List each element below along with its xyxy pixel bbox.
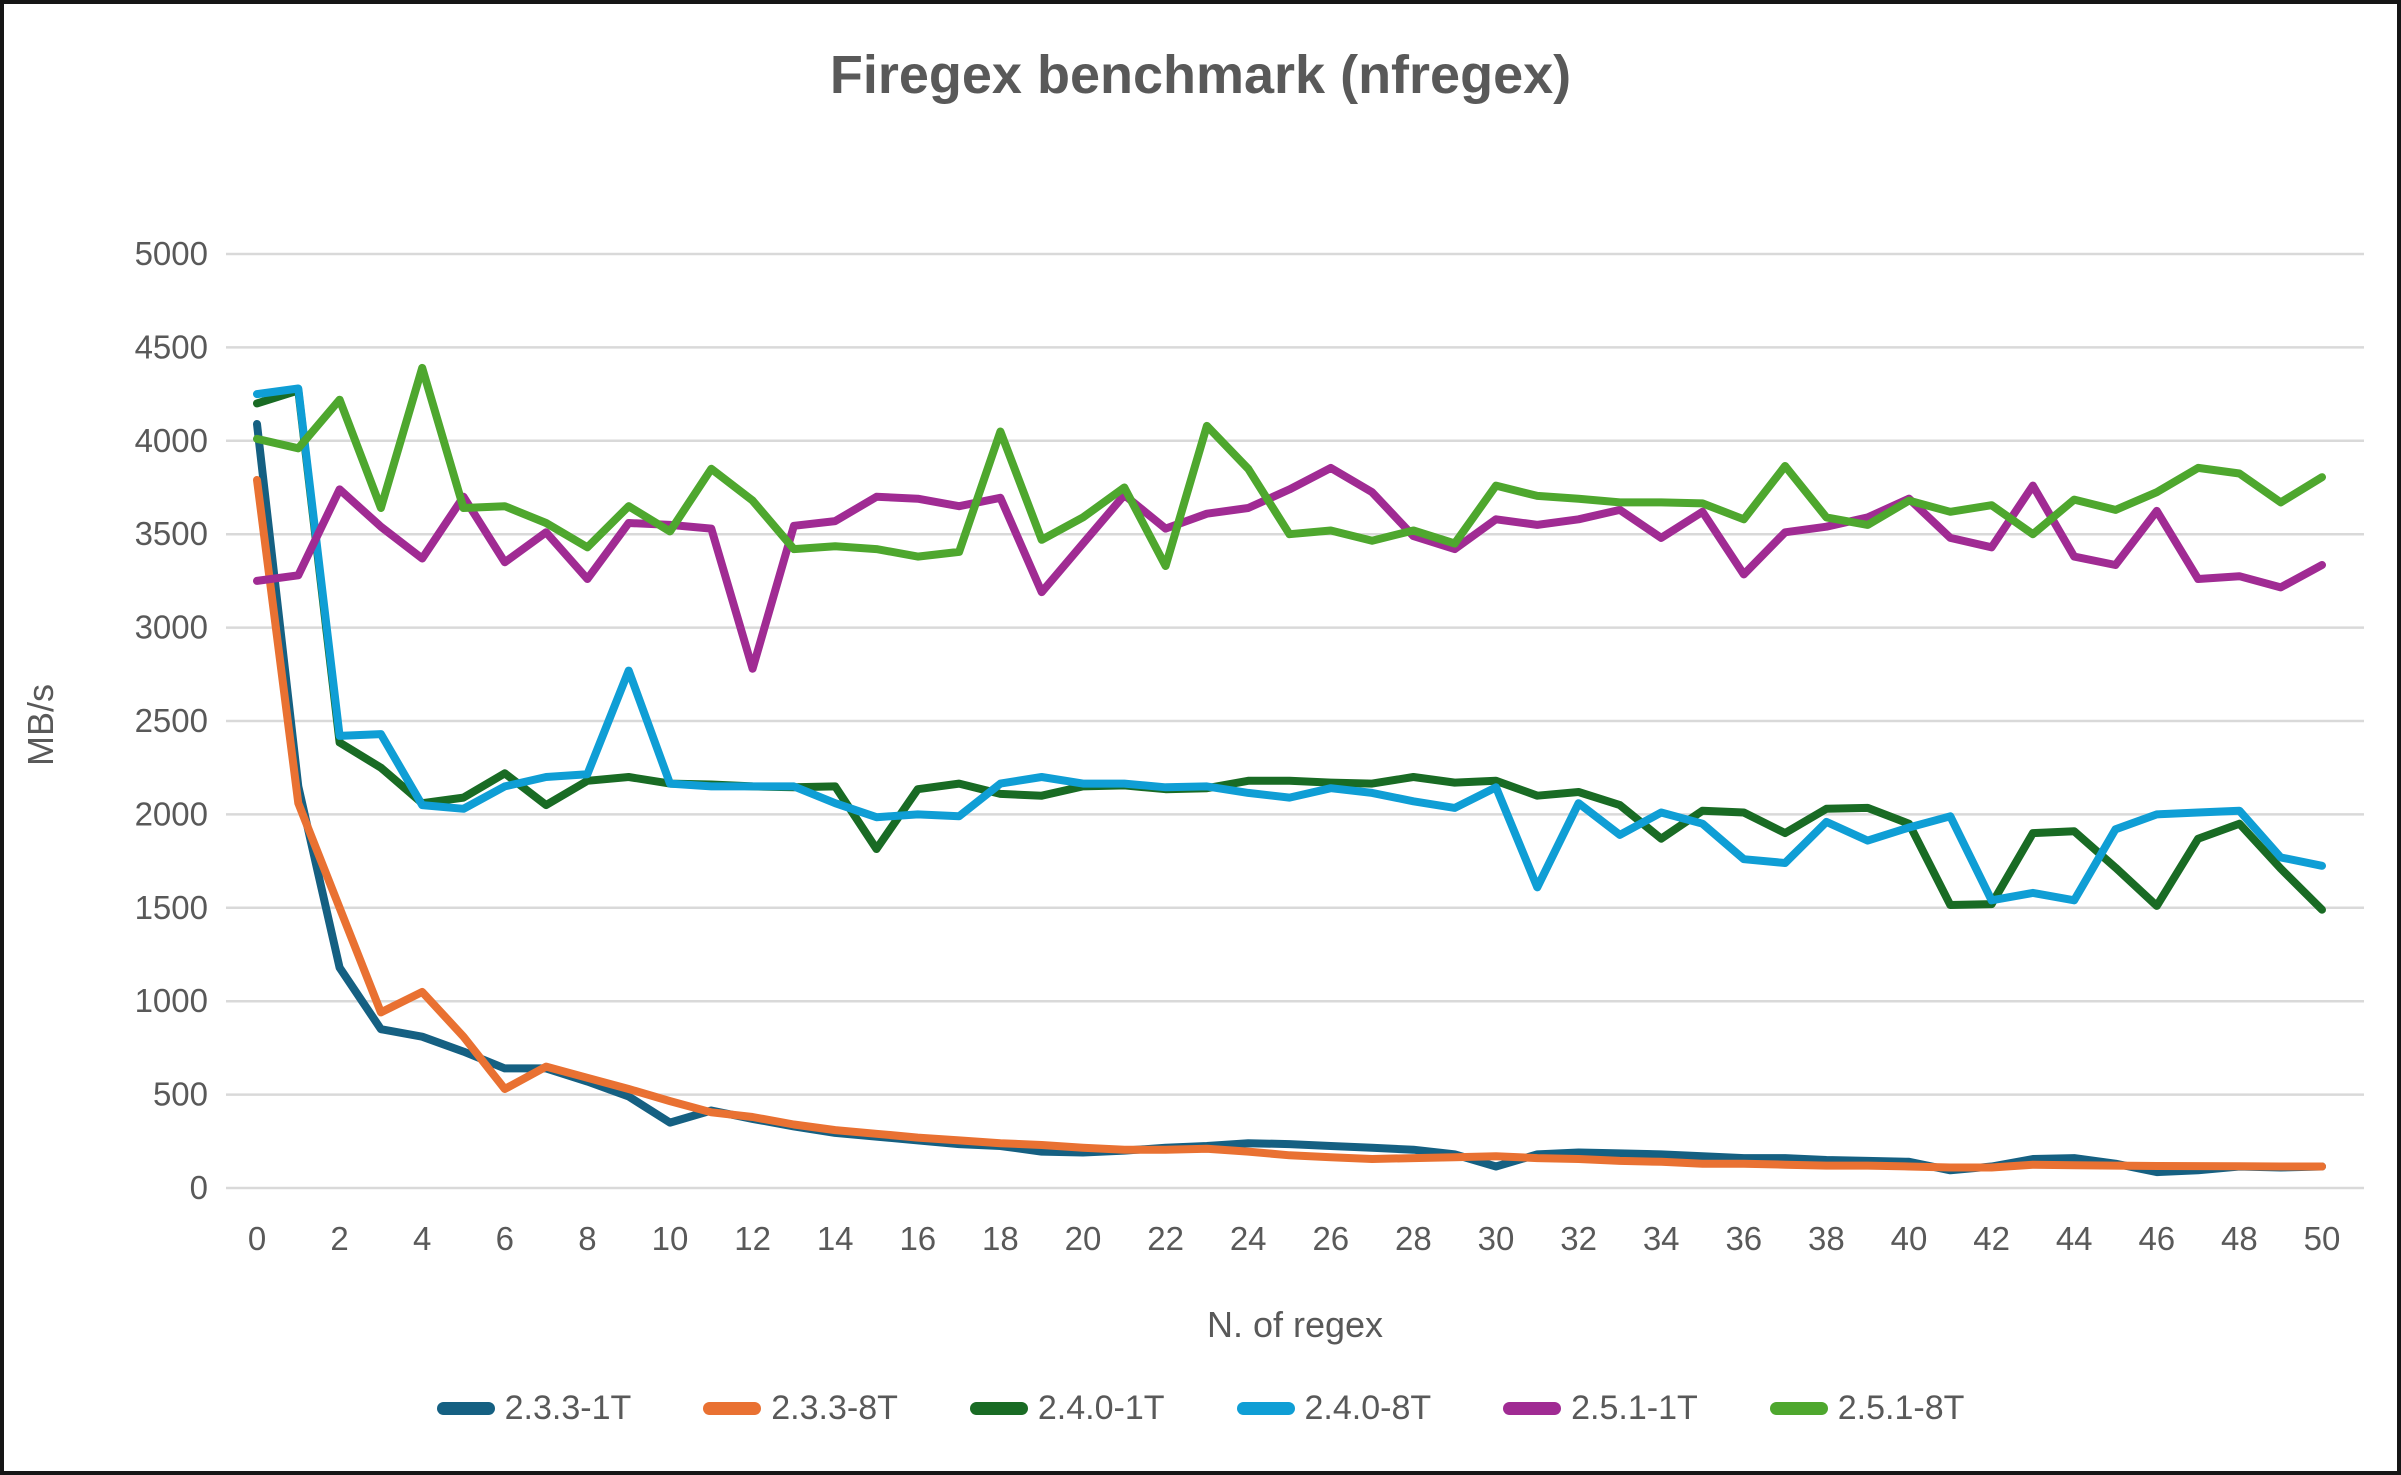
x-tick-label: 32 (1560, 1220, 1597, 1257)
y-tick-label: 2500 (135, 702, 208, 739)
x-tick-label: 42 (1973, 1220, 2010, 1257)
x-tick-label: 24 (1230, 1220, 1267, 1257)
x-tick-label: 6 (496, 1220, 514, 1257)
legend-swatch-2.5.1-1T (1503, 1402, 1562, 1415)
x-tick-label: 22 (1147, 1220, 1184, 1257)
legend-item-2.3.3-1T: 2.3.3-1T (436, 1389, 632, 1428)
legend-label: 2.3.3-1T (504, 1389, 632, 1427)
legend-item-2.4.0-8T: 2.4.0-8T (1236, 1389, 1432, 1428)
x-tick-label: 28 (1395, 1220, 1432, 1257)
legend: 2.3.3-1T 2.3.3-8T 2.4.0-1T 2.4.0-8T 2.5.1-1T… (4, 1389, 2397, 1428)
legend-swatch-2.3.3-8T (703, 1402, 762, 1415)
x-tick-label: 36 (1725, 1220, 1762, 1257)
legend-label: 2.4.0-1T (1037, 1389, 1165, 1427)
legend-label: 2.4.0-8T (1304, 1389, 1432, 1427)
x-tick-label: 4 (413, 1220, 431, 1257)
y-tick-label: 2000 (135, 795, 208, 832)
series-line-2.5.1-8T (253, 363, 2326, 570)
x-tick-label: 26 (1312, 1220, 1349, 1257)
legend-item-2.4.0-1T: 2.4.0-1T (969, 1389, 1165, 1428)
series-line-2.4.0-8T (253, 384, 2326, 905)
y-tick-label: 1500 (135, 889, 208, 926)
legend-item-2.5.1-1T: 2.5.1-1T (1503, 1389, 1698, 1428)
x-tick-label: 40 (1891, 1220, 1928, 1257)
legend-label: 2.5.1-1T (1571, 1389, 1698, 1427)
x-tick-label: 30 (1478, 1220, 1515, 1257)
x-tick-label: 38 (1808, 1220, 1845, 1257)
legend-item-2.5.1-8T: 2.5.1-8T (1769, 1389, 1965, 1428)
legend-label: 2.5.1-8T (1837, 1389, 1965, 1427)
x-tick-label: 34 (1643, 1220, 1680, 1257)
series-line-2.3.3-8T (253, 476, 2326, 1172)
x-tick-label: 12 (734, 1220, 771, 1257)
y-tick-label: 3000 (135, 609, 208, 646)
x-tick-label: 50 (2304, 1220, 2341, 1257)
y-tick-label: 4000 (135, 422, 208, 459)
x-tick-label: 0 (248, 1220, 266, 1257)
y-axis-title: MB/s (20, 684, 61, 767)
y-tick-label: 4500 (135, 328, 208, 365)
x-tick-label: 16 (899, 1220, 936, 1257)
y-tick-label: 3500 (135, 515, 208, 552)
legend-swatch-2.5.1-8T (1769, 1402, 1828, 1415)
legend-item-2.3.3-8T: 2.3.3-8T (703, 1389, 898, 1428)
x-axis-title: N. of regex (1206, 1304, 1384, 1345)
x-tick-label: 14 (817, 1220, 854, 1257)
x-tick-label: 8 (578, 1220, 596, 1257)
chart-title: Firegex benchmark (nfregex) (829, 45, 1572, 105)
legend-swatch-2.4.0-8T (1236, 1402, 1295, 1415)
y-tick-label: 500 (153, 1076, 208, 1113)
series-line-2.4.0-1T (253, 386, 2326, 914)
y-tick-label: 0 (190, 1169, 208, 1206)
x-tick-label: 20 (1065, 1220, 1102, 1257)
x-tick-label: 46 (2138, 1220, 2175, 1257)
y-tick-label: 5000 (135, 235, 208, 272)
x-tick-label: 48 (2221, 1220, 2258, 1257)
plot-area: 0500100015002000250030003500400045005000… (135, 235, 2364, 1257)
series-line-2.5.1-1T (253, 463, 2326, 673)
legend-swatch-2.4.0-1T (969, 1402, 1028, 1415)
y-tick-label: 1000 (135, 982, 208, 1019)
x-tick-label: 2 (330, 1220, 348, 1257)
legend-swatch-2.3.3-1T (436, 1402, 495, 1415)
x-tick-label: 44 (2056, 1220, 2093, 1257)
legend-label: 2.3.3-8T (771, 1389, 898, 1427)
x-tick-label: 18 (982, 1220, 1019, 1257)
x-tick-label: 10 (652, 1220, 689, 1257)
